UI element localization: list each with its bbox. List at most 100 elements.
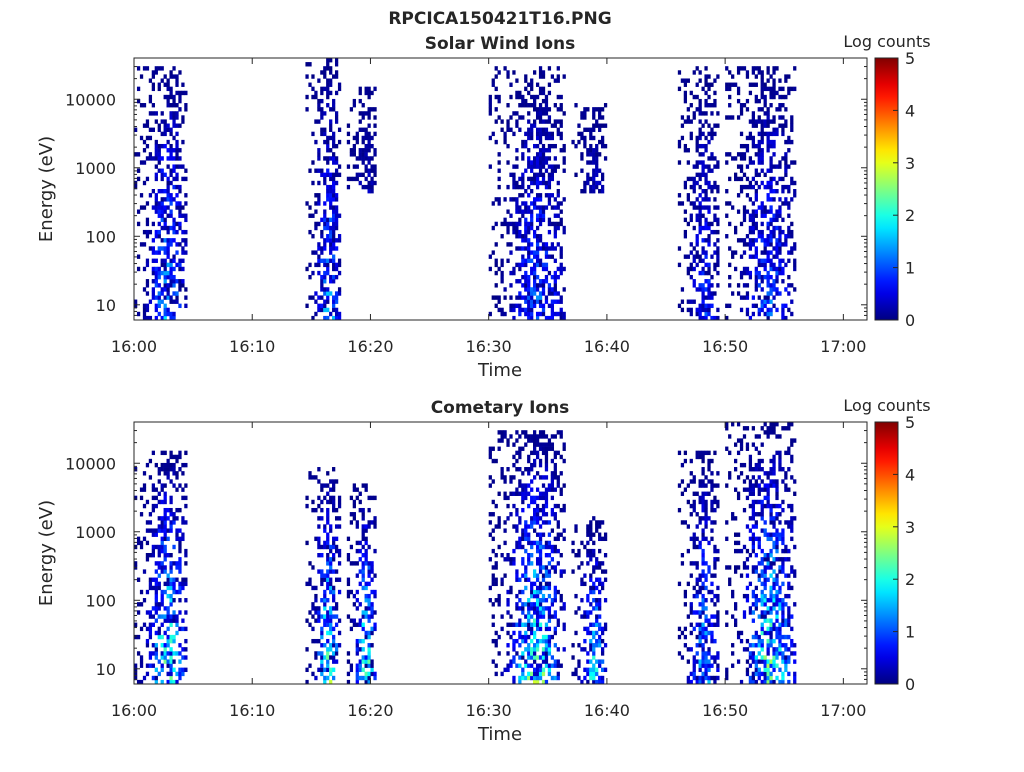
spectrogram-cell (757, 462, 761, 468)
spectrogram-cell (544, 659, 549, 664)
spectrogram-cell (763, 123, 767, 128)
spectrogram-cell (515, 577, 519, 582)
spectrogram-cell (134, 299, 138, 304)
spectrogram-cell (323, 176, 327, 182)
spectrogram-cell (731, 512, 735, 517)
spectrogram-cell (556, 618, 560, 623)
spectrogram-cell (538, 626, 543, 632)
spectrogram-cell (559, 606, 563, 611)
spectrogram-cell (686, 270, 690, 276)
spectrogram-cell (358, 540, 362, 546)
spectrogram-cell (497, 160, 501, 165)
spectrogram-cell (781, 217, 785, 223)
spectrogram-cell (698, 127, 702, 132)
spectrogram-cell (175, 454, 179, 460)
spectrogram-cell (169, 266, 173, 272)
spectrogram-cell (497, 201, 501, 206)
spectrogram-cell (157, 479, 161, 484)
spectrogram-cell (175, 671, 179, 677)
spectrogram-cell (497, 307, 501, 313)
spectrogram-cell (367, 569, 371, 574)
spectrogram-cell (317, 193, 321, 198)
spectrogram-cell (160, 499, 164, 505)
spectrogram-cell (698, 577, 702, 582)
spectrogram-cell (704, 82, 708, 87)
spectrogram-cell (550, 246, 555, 251)
spectrogram-cell (550, 303, 555, 309)
spectrogram-cell (736, 565, 741, 570)
colorbar-tick-label: 0 (905, 311, 915, 330)
spectrogram-cell (707, 295, 711, 300)
spectrogram-cell (178, 189, 182, 194)
spectrogram-cell (781, 303, 785, 309)
spectrogram-cell (370, 663, 374, 668)
spectrogram-cell (769, 663, 773, 668)
spectrogram-cell (151, 663, 155, 668)
spectrogram-cell (524, 434, 528, 439)
spectrogram-cell (538, 246, 543, 251)
spectrogram-cell (533, 94, 537, 100)
spectrogram-cell (692, 532, 696, 537)
spectrogram-cell (600, 176, 605, 182)
spectrogram-cell (320, 516, 324, 521)
spectrogram-cell (346, 184, 351, 190)
spectrogram-cell (491, 82, 495, 87)
spectrogram-cell (550, 655, 555, 660)
spectrogram-cell (772, 598, 776, 603)
spectrogram-cell (748, 197, 753, 202)
spectrogram-cell (524, 491, 528, 496)
spectrogram-cell (358, 119, 362, 124)
spectrogram-cell (184, 229, 188, 235)
spectrogram-cell (175, 475, 179, 480)
spectrogram-cell (533, 197, 537, 202)
spectrogram-cell (775, 516, 779, 521)
spectrogram-cell (784, 471, 788, 476)
spectrogram-cell (509, 479, 513, 484)
spectrogram-cell (175, 242, 179, 247)
spectrogram-cell (527, 283, 531, 288)
spectrogram-cell (175, 172, 179, 178)
spectrogram-cell (692, 626, 696, 632)
spectrogram-cell (364, 524, 368, 529)
spectrogram-cell (547, 520, 552, 525)
spectrogram-cell (166, 467, 170, 472)
spectrogram-cell (154, 462, 158, 468)
spectrogram-cell (518, 103, 522, 108)
x-tick-label: 16:10 (229, 701, 275, 720)
spectrogram-cell (181, 655, 185, 660)
spectrogram-cell (769, 622, 773, 627)
spectrogram-cell (154, 274, 158, 280)
spectrogram-cell (500, 434, 504, 439)
spectrogram-cell (559, 573, 563, 578)
spectrogram-cell (698, 160, 702, 165)
spectrogram-cell (589, 176, 593, 182)
spectrogram-cell (692, 499, 696, 505)
spectrogram-cell (574, 593, 578, 599)
spectrogram-cell (535, 454, 540, 460)
spectrogram-cell (503, 540, 507, 546)
spectrogram-cell (695, 234, 699, 239)
spectrogram-cell (790, 123, 794, 128)
spectrogram-cell (337, 548, 342, 554)
spectrogram-cell (757, 70, 761, 75)
spectrogram-cell (184, 107, 188, 112)
spectrogram-cell (787, 548, 791, 554)
spectrogram-cell (533, 651, 537, 656)
spectrogram-cell (314, 209, 318, 214)
spectrogram-cell (311, 602, 315, 607)
spectrogram-cell (790, 246, 794, 251)
spectrogram-cell (535, 643, 540, 648)
spectrogram-cell (535, 258, 540, 263)
spectrogram-cell (323, 299, 327, 304)
spectrogram-cell (148, 651, 153, 656)
spectrogram-cell (787, 74, 791, 79)
spectrogram-cell (707, 516, 711, 521)
spectrogram-cell (527, 438, 531, 443)
spectrogram-cell (142, 148, 147, 153)
spectrogram-cell (326, 295, 330, 300)
spectrogram-cell (544, 107, 549, 112)
spectrogram-cell (367, 602, 371, 607)
spectrogram-cell (145, 557, 150, 562)
spectrogram-cell (595, 577, 599, 582)
spectrogram-cell (595, 107, 599, 112)
